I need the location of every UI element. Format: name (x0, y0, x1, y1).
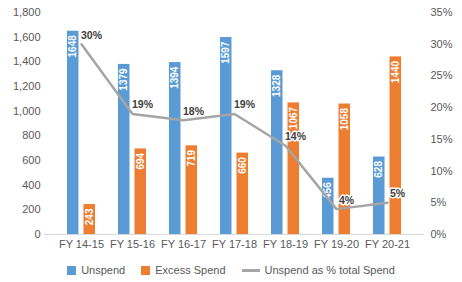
svg-text:1,800: 1,800 (13, 6, 41, 18)
svg-text:1058: 1058 (339, 108, 350, 131)
svg-text:628: 628 (373, 161, 384, 178)
svg-text:0%: 0% (431, 228, 447, 240)
svg-text:25%: 25% (431, 69, 453, 81)
svg-text:719: 719 (186, 149, 197, 166)
svg-text:800: 800 (22, 129, 40, 141)
svg-text:4%: 4% (339, 193, 355, 205)
svg-text:0: 0 (34, 228, 40, 240)
svg-text:FY 14-15: FY 14-15 (59, 238, 104, 250)
svg-text:FY 16-17: FY 16-17 (161, 238, 206, 250)
svg-text:FY 20-21: FY 20-21 (365, 238, 410, 250)
svg-text:5%: 5% (431, 196, 447, 208)
html-text:Excess Spend: Excess Spend (155, 264, 226, 276)
svg-text:19%: 19% (132, 98, 154, 110)
html-text:Unspend as % total Spend: Unspend as % total Spend (264, 264, 395, 276)
svg-text:30%: 30% (81, 29, 103, 41)
svg-text:600: 600 (22, 154, 40, 166)
svg-text:200: 200 (22, 203, 40, 215)
svg-text:694: 694 (135, 152, 146, 169)
svg-text:400: 400 (22, 179, 40, 191)
svg-text:5%: 5% (390, 187, 406, 199)
svg-text:660: 660 (237, 157, 248, 174)
svg-text:1379: 1379 (118, 68, 129, 91)
svg-text:1,400: 1,400 (13, 55, 41, 67)
svg-text:FY 15-16: FY 15-16 (110, 238, 155, 250)
svg-text:1,600: 1,600 (13, 31, 41, 43)
svg-text:1440: 1440 (390, 60, 401, 83)
svg-text:30%: 30% (431, 38, 453, 50)
svg-text:35%: 35% (431, 6, 453, 18)
svg-text:1648: 1648 (67, 35, 78, 58)
svg-text:1328: 1328 (271, 74, 282, 97)
html-text:Unspend: Unspend (81, 264, 126, 276)
svg-text:243: 243 (84, 208, 95, 225)
svg-text:15%: 15% (431, 133, 453, 145)
svg-text:1394: 1394 (169, 66, 180, 89)
svg-text:FY 18-19: FY 18-19 (263, 238, 308, 250)
svg-text:FY 17-18: FY 17-18 (212, 238, 257, 250)
svg-text:456: 456 (322, 182, 333, 199)
svg-text:20%: 20% (431, 101, 453, 113)
svg-text:19%: 19% (234, 98, 256, 110)
svg-text:1597: 1597 (220, 41, 231, 64)
svg-text:FY 19-20: FY 19-20 (314, 238, 359, 250)
svg-text:1067: 1067 (288, 106, 299, 129)
svg-text:10%: 10% (431, 165, 453, 177)
svg-text:1,200: 1,200 (13, 80, 41, 92)
svg-text:1,000: 1,000 (13, 105, 41, 117)
svg-text:14%: 14% (285, 130, 307, 142)
svg-text:18%: 18% (183, 105, 205, 117)
